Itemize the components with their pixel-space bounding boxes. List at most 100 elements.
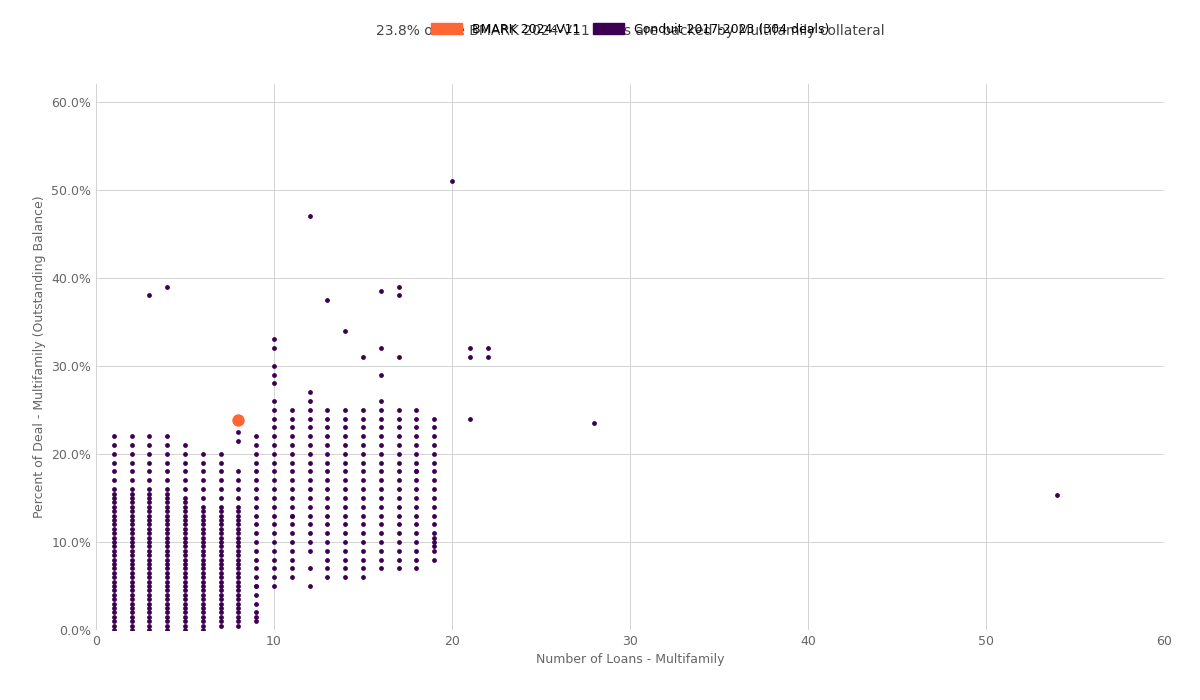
Point: [122, 603, 142, 614]
Point: [211, 523, 230, 534]
Point: [211, 580, 230, 592]
Point: [318, 466, 337, 477]
Point: [336, 325, 355, 336]
Point: [157, 603, 176, 614]
Point: [157, 615, 176, 626]
Point: [229, 559, 248, 570]
Point: [140, 611, 158, 622]
Point: [264, 440, 283, 451]
Point: [193, 624, 212, 636]
Point: [193, 559, 212, 570]
Point: [157, 611, 176, 622]
Point: [193, 580, 212, 592]
Point: [104, 550, 124, 561]
Point: [140, 554, 158, 565]
Point: [122, 536, 142, 547]
Point: [229, 580, 248, 592]
Point: [247, 466, 266, 477]
Point: [407, 528, 426, 539]
Point: [122, 607, 142, 618]
Point: [371, 422, 390, 433]
Point: [157, 492, 176, 503]
Point: [229, 528, 248, 539]
Point: [140, 510, 158, 521]
Point: [140, 290, 158, 301]
Point: [140, 580, 158, 592]
Y-axis label: Percent of Deal - Multifamily (Outstanding Balance): Percent of Deal - Multifamily (Outstandi…: [32, 196, 46, 518]
Point: [104, 466, 124, 477]
Point: [229, 550, 248, 561]
Point: [425, 536, 444, 547]
Point: [264, 563, 283, 574]
Point: [211, 611, 230, 622]
Point: [354, 572, 373, 583]
Point: [157, 497, 176, 508]
Point: [282, 563, 301, 574]
Point: [157, 540, 176, 552]
Point: [140, 563, 158, 574]
Point: [175, 620, 194, 631]
Point: [354, 448, 373, 459]
Point: [407, 422, 426, 433]
Point: [104, 501, 124, 512]
Point: [104, 514, 124, 526]
Point: [318, 572, 337, 583]
Point: [175, 576, 194, 587]
Point: [247, 457, 266, 468]
Point: [211, 532, 230, 543]
Point: [354, 554, 373, 565]
Point: [318, 457, 337, 468]
Point: [264, 422, 283, 433]
Point: [318, 492, 337, 503]
Point: [157, 475, 176, 486]
Point: [389, 422, 408, 433]
Point: [175, 528, 194, 539]
Point: [264, 492, 283, 503]
Point: [247, 589, 266, 601]
Point: [140, 540, 158, 552]
Point: [175, 580, 194, 592]
Point: [354, 422, 373, 433]
Point: [211, 528, 230, 539]
Point: [389, 475, 408, 486]
Point: [104, 430, 124, 442]
Point: [211, 545, 230, 557]
Point: [300, 211, 319, 222]
Point: [140, 598, 158, 609]
Point: [211, 607, 230, 618]
Point: [407, 413, 426, 424]
Point: [318, 440, 337, 451]
Point: [229, 492, 248, 503]
Point: [389, 528, 408, 539]
Point: [175, 523, 194, 534]
Point: [175, 475, 194, 486]
Point: [336, 519, 355, 530]
Point: [140, 519, 158, 530]
Point: [157, 519, 176, 530]
Point: [407, 545, 426, 557]
Point: [157, 563, 176, 574]
Point: [157, 532, 176, 543]
Point: [175, 514, 194, 526]
Point: [229, 594, 248, 605]
Point: [104, 519, 124, 530]
Point: [140, 523, 158, 534]
Point: [247, 598, 266, 609]
Point: [229, 598, 248, 609]
Point: [371, 510, 390, 521]
Point: [193, 484, 212, 495]
Point: [122, 440, 142, 451]
Point: [264, 448, 283, 459]
Point: [157, 448, 176, 459]
Point: [157, 554, 176, 565]
Point: [193, 514, 212, 526]
Point: [140, 550, 158, 561]
Point: [425, 475, 444, 486]
Point: [140, 497, 158, 508]
Point: [336, 422, 355, 433]
Point: [407, 466, 426, 477]
Point: [122, 554, 142, 565]
Point: [425, 413, 444, 424]
Point: [425, 540, 444, 552]
Point: [175, 572, 194, 583]
